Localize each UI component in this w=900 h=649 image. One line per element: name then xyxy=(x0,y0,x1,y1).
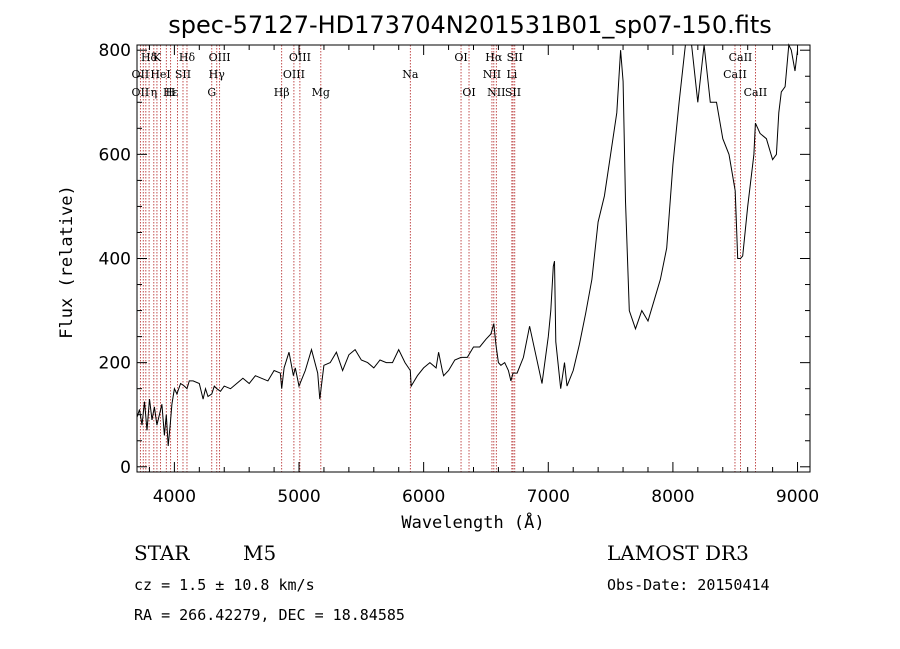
spectral-line-label-6: Hα xyxy=(485,51,503,64)
y-tick-label: 600 xyxy=(99,145,131,165)
spectral-line-label-15: NII xyxy=(483,68,501,81)
spectral-line-label-10: HeI xyxy=(150,68,170,81)
spectral-line-label-23: Hβ xyxy=(274,86,290,99)
spectral-line-label-21: H xyxy=(166,86,176,99)
y-axis-label: Flux (relative) xyxy=(57,185,77,339)
y-tick-label: 800 xyxy=(99,41,131,61)
x-tick-label: 8000 xyxy=(651,487,694,507)
spectral-line-label-11: SII xyxy=(175,68,191,81)
spectral-line-label-28: CaII xyxy=(744,86,768,99)
x-axis-ticks: 4000 5000 6000 7000 8000 9000 xyxy=(148,45,819,507)
object-class: STAR xyxy=(134,541,190,565)
x-tick-label: 4000 xyxy=(153,487,196,507)
spectral-line-label-7: SII xyxy=(507,51,523,64)
x-tick-label: 9000 xyxy=(776,487,819,507)
spectral-line-label-1: K xyxy=(153,51,162,64)
spectral-line-label-13: OIII xyxy=(283,68,305,81)
spectral-line-label-0: Hδ xyxy=(141,51,158,64)
spectral-line-label-2: Hδ xyxy=(179,51,196,64)
spectral-line-label-22: G xyxy=(207,86,216,99)
plot-frame xyxy=(136,44,811,473)
spectral-line-label-12: Hγ xyxy=(209,68,226,81)
spectral-line-label-27: SII xyxy=(505,86,521,99)
spectral-line-label-17: CaII xyxy=(723,68,747,81)
x-tick-label: 7000 xyxy=(527,487,570,507)
spectral-line-label-26: NII xyxy=(487,86,505,99)
spectral-line-label-8: CaII xyxy=(729,51,753,64)
obs-date-text: Obs-Date: 20150414 xyxy=(607,576,770,594)
redshift-text: cz = 1.5 ± 10.8 km/s xyxy=(134,576,315,594)
spectrum-line xyxy=(136,43,798,447)
x-tick-label: 5000 xyxy=(277,487,320,507)
y-tick-label: 0 xyxy=(120,458,131,478)
spectral-line-markers xyxy=(139,45,756,472)
object-subclass: M5 xyxy=(243,541,276,565)
spectral-line-label-19: Hε xyxy=(163,86,179,99)
spectral-line-label-16: Li xyxy=(506,68,517,81)
y-tick-label: 200 xyxy=(99,354,131,374)
coordinates-text: RA = 266.42279, DEC = 18.84585 xyxy=(134,606,405,624)
chart-title: spec-57127-HD173704N201531B01_sp07-150.f… xyxy=(168,11,772,39)
spectral-line-label-18: OII xyxy=(132,86,150,99)
x-tick-label: 6000 xyxy=(402,487,445,507)
spectral-line-label-25: OI xyxy=(462,86,475,99)
spectral-line-label-9: OII xyxy=(132,68,150,81)
spectral-line-label-3: OIII xyxy=(209,51,231,64)
x-axis-label: Wavelength (Å) xyxy=(401,511,544,533)
spectral-line-label-24: Mg xyxy=(312,86,330,99)
y-tick-label: 400 xyxy=(99,250,131,270)
spectral-line-label-4: OIII xyxy=(289,51,311,64)
y-axis-ticks: 0 200 400 600 800 xyxy=(99,41,810,478)
spectral-line-label-14: Na xyxy=(402,68,419,81)
spectral-line-label-5: OI xyxy=(454,51,467,64)
spectral-line-label-20: η xyxy=(151,86,158,99)
survey-name: LAMOST DR3 xyxy=(607,541,749,565)
